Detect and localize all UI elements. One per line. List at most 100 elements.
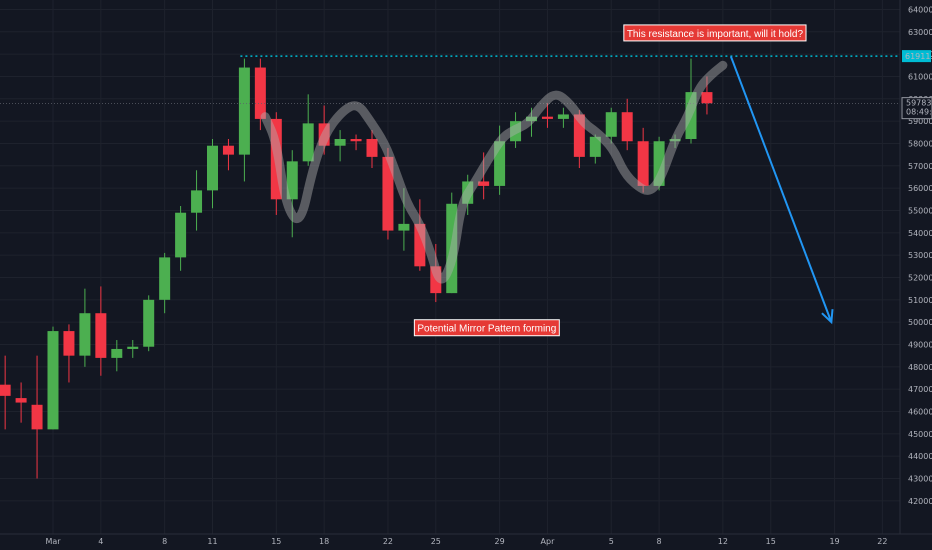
candle-body (669, 139, 681, 142)
candle (541, 103, 553, 128)
candle (382, 147, 394, 240)
candle (685, 58, 697, 144)
projection-arrow-line (729, 56, 833, 323)
candle-body (15, 398, 27, 403)
y-tick-label: 46000.00 (908, 407, 932, 416)
candle-body (175, 212, 187, 258)
candle-body (653, 141, 665, 186)
candle-body (494, 141, 506, 186)
projection-arrow-head (821, 309, 834, 325)
candle-body (382, 156, 394, 231)
candle-body (63, 331, 75, 356)
candle-body (31, 404, 43, 430)
candle (191, 170, 203, 231)
candle-body (191, 190, 203, 213)
drawing-layer: This resistance is important, will it ho… (0, 24, 900, 337)
candle (175, 206, 187, 271)
candle-body (318, 123, 330, 146)
candle-body (111, 348, 123, 358)
candles-layer (0, 58, 713, 479)
y-tick-label: 57000.00 (908, 162, 932, 171)
candle-body (79, 313, 91, 356)
candle-body (573, 114, 585, 157)
candle-body (446, 203, 458, 294)
x-tick-label: 4 (98, 537, 103, 546)
resistance-price-label: 61911.5 (905, 52, 932, 61)
resistance-annotation: This resistance is important, will it ho… (623, 24, 807, 42)
annotation-box (623, 24, 807, 42)
time-axis[interactable]: Mar 4 8 11 15 18 22 25 29 Apr 5 8 12 15 19 22 (0, 533, 932, 546)
candle-body (350, 139, 362, 142)
x-tick-label: 19 (829, 537, 839, 546)
candle-body (366, 139, 378, 157)
candle (589, 134, 601, 164)
y-tick-label: 45000.00 (908, 430, 932, 439)
x-tick-label: 22 (383, 537, 393, 546)
candle-body (557, 114, 569, 119)
candle-body (398, 223, 410, 231)
candle (637, 127, 649, 193)
price-axis[interactable]: 42000.00 43000.00 44000.00 45000.00 46000.00… (899, 0, 932, 534)
y-tick-label: 49000.00 (908, 340, 932, 349)
candle (669, 134, 681, 148)
candle-body (207, 145, 218, 191)
candle (510, 112, 522, 148)
candle (701, 76, 713, 115)
candle-body (462, 181, 474, 204)
candle (302, 94, 314, 166)
candle-body (685, 92, 697, 140)
last-price-label: 59783.0 (906, 99, 932, 108)
x-tick-label: 15 (766, 537, 776, 546)
candle (557, 107, 569, 128)
x-tick-label: 8 (657, 537, 662, 546)
x-tick-label: 11 (207, 537, 217, 546)
y-tick-label: 56000.00 (908, 184, 932, 193)
candle-body (143, 299, 155, 347)
resistance-price-badge (902, 50, 931, 63)
candle-body (605, 112, 617, 137)
candle (653, 136, 665, 191)
last-price-badge (901, 97, 932, 120)
candle-body (302, 123, 314, 162)
candle-body (637, 141, 649, 186)
x-tick-label: 22 (877, 537, 887, 546)
y-tick-label: 48000.00 (908, 363, 932, 372)
y-tick-label: 61000.00 (908, 72, 932, 81)
candle (222, 139, 234, 171)
candle (621, 98, 633, 151)
candle (0, 355, 11, 430)
y-tick-label: 42000.00 (908, 497, 932, 506)
candle-body (222, 145, 234, 155)
x-tick-label: 8 (162, 537, 167, 546)
candle (15, 382, 27, 423)
x-tick-label: 12 (718, 537, 728, 546)
candle-body (286, 161, 298, 200)
y-tick-label: 55000.00 (908, 206, 932, 215)
y-tick-label: 58000.00 (908, 139, 932, 148)
candle (398, 188, 410, 251)
mirror-pattern-brush (260, 60, 728, 284)
mirror-pattern-annotation: Potential Mirror Pattern forming (413, 319, 560, 337)
candle (79, 288, 91, 367)
candle (63, 324, 75, 383)
y-tick-label: 53000.00 (908, 251, 932, 260)
x-tick-label: 25 (431, 537, 441, 546)
x-tick-label: 15 (271, 537, 281, 546)
x-tick-label: 5 (609, 537, 614, 546)
x-tick-label: 29 (495, 537, 505, 546)
candle-body (0, 384, 11, 396)
candle (478, 152, 490, 200)
candle (159, 252, 171, 314)
y-tick-label: 63000.00 (908, 28, 932, 37)
candle (207, 139, 218, 209)
candle-body (589, 136, 601, 157)
countdown-label: 08:49:08 (906, 108, 932, 117)
candle (286, 150, 298, 238)
candle (430, 243, 442, 303)
candle (605, 107, 617, 144)
candle (238, 58, 250, 182)
candle-body (47, 331, 59, 430)
x-tick-label: 18 (319, 537, 329, 546)
